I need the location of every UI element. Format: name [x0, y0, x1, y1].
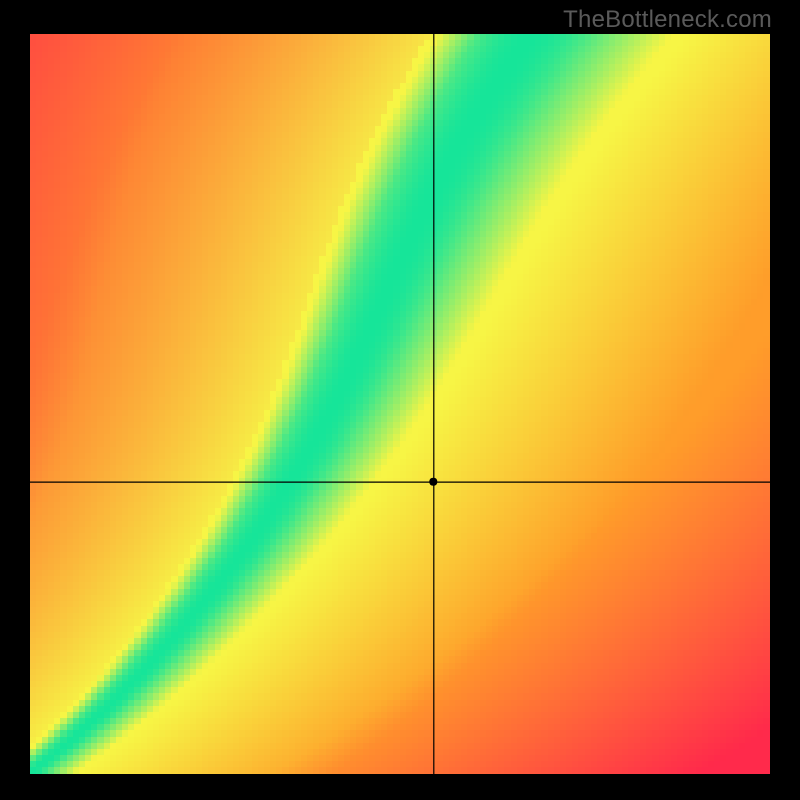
bottleneck-heatmap	[30, 34, 770, 774]
watermark-text: TheBottleneck.com	[563, 6, 772, 34]
